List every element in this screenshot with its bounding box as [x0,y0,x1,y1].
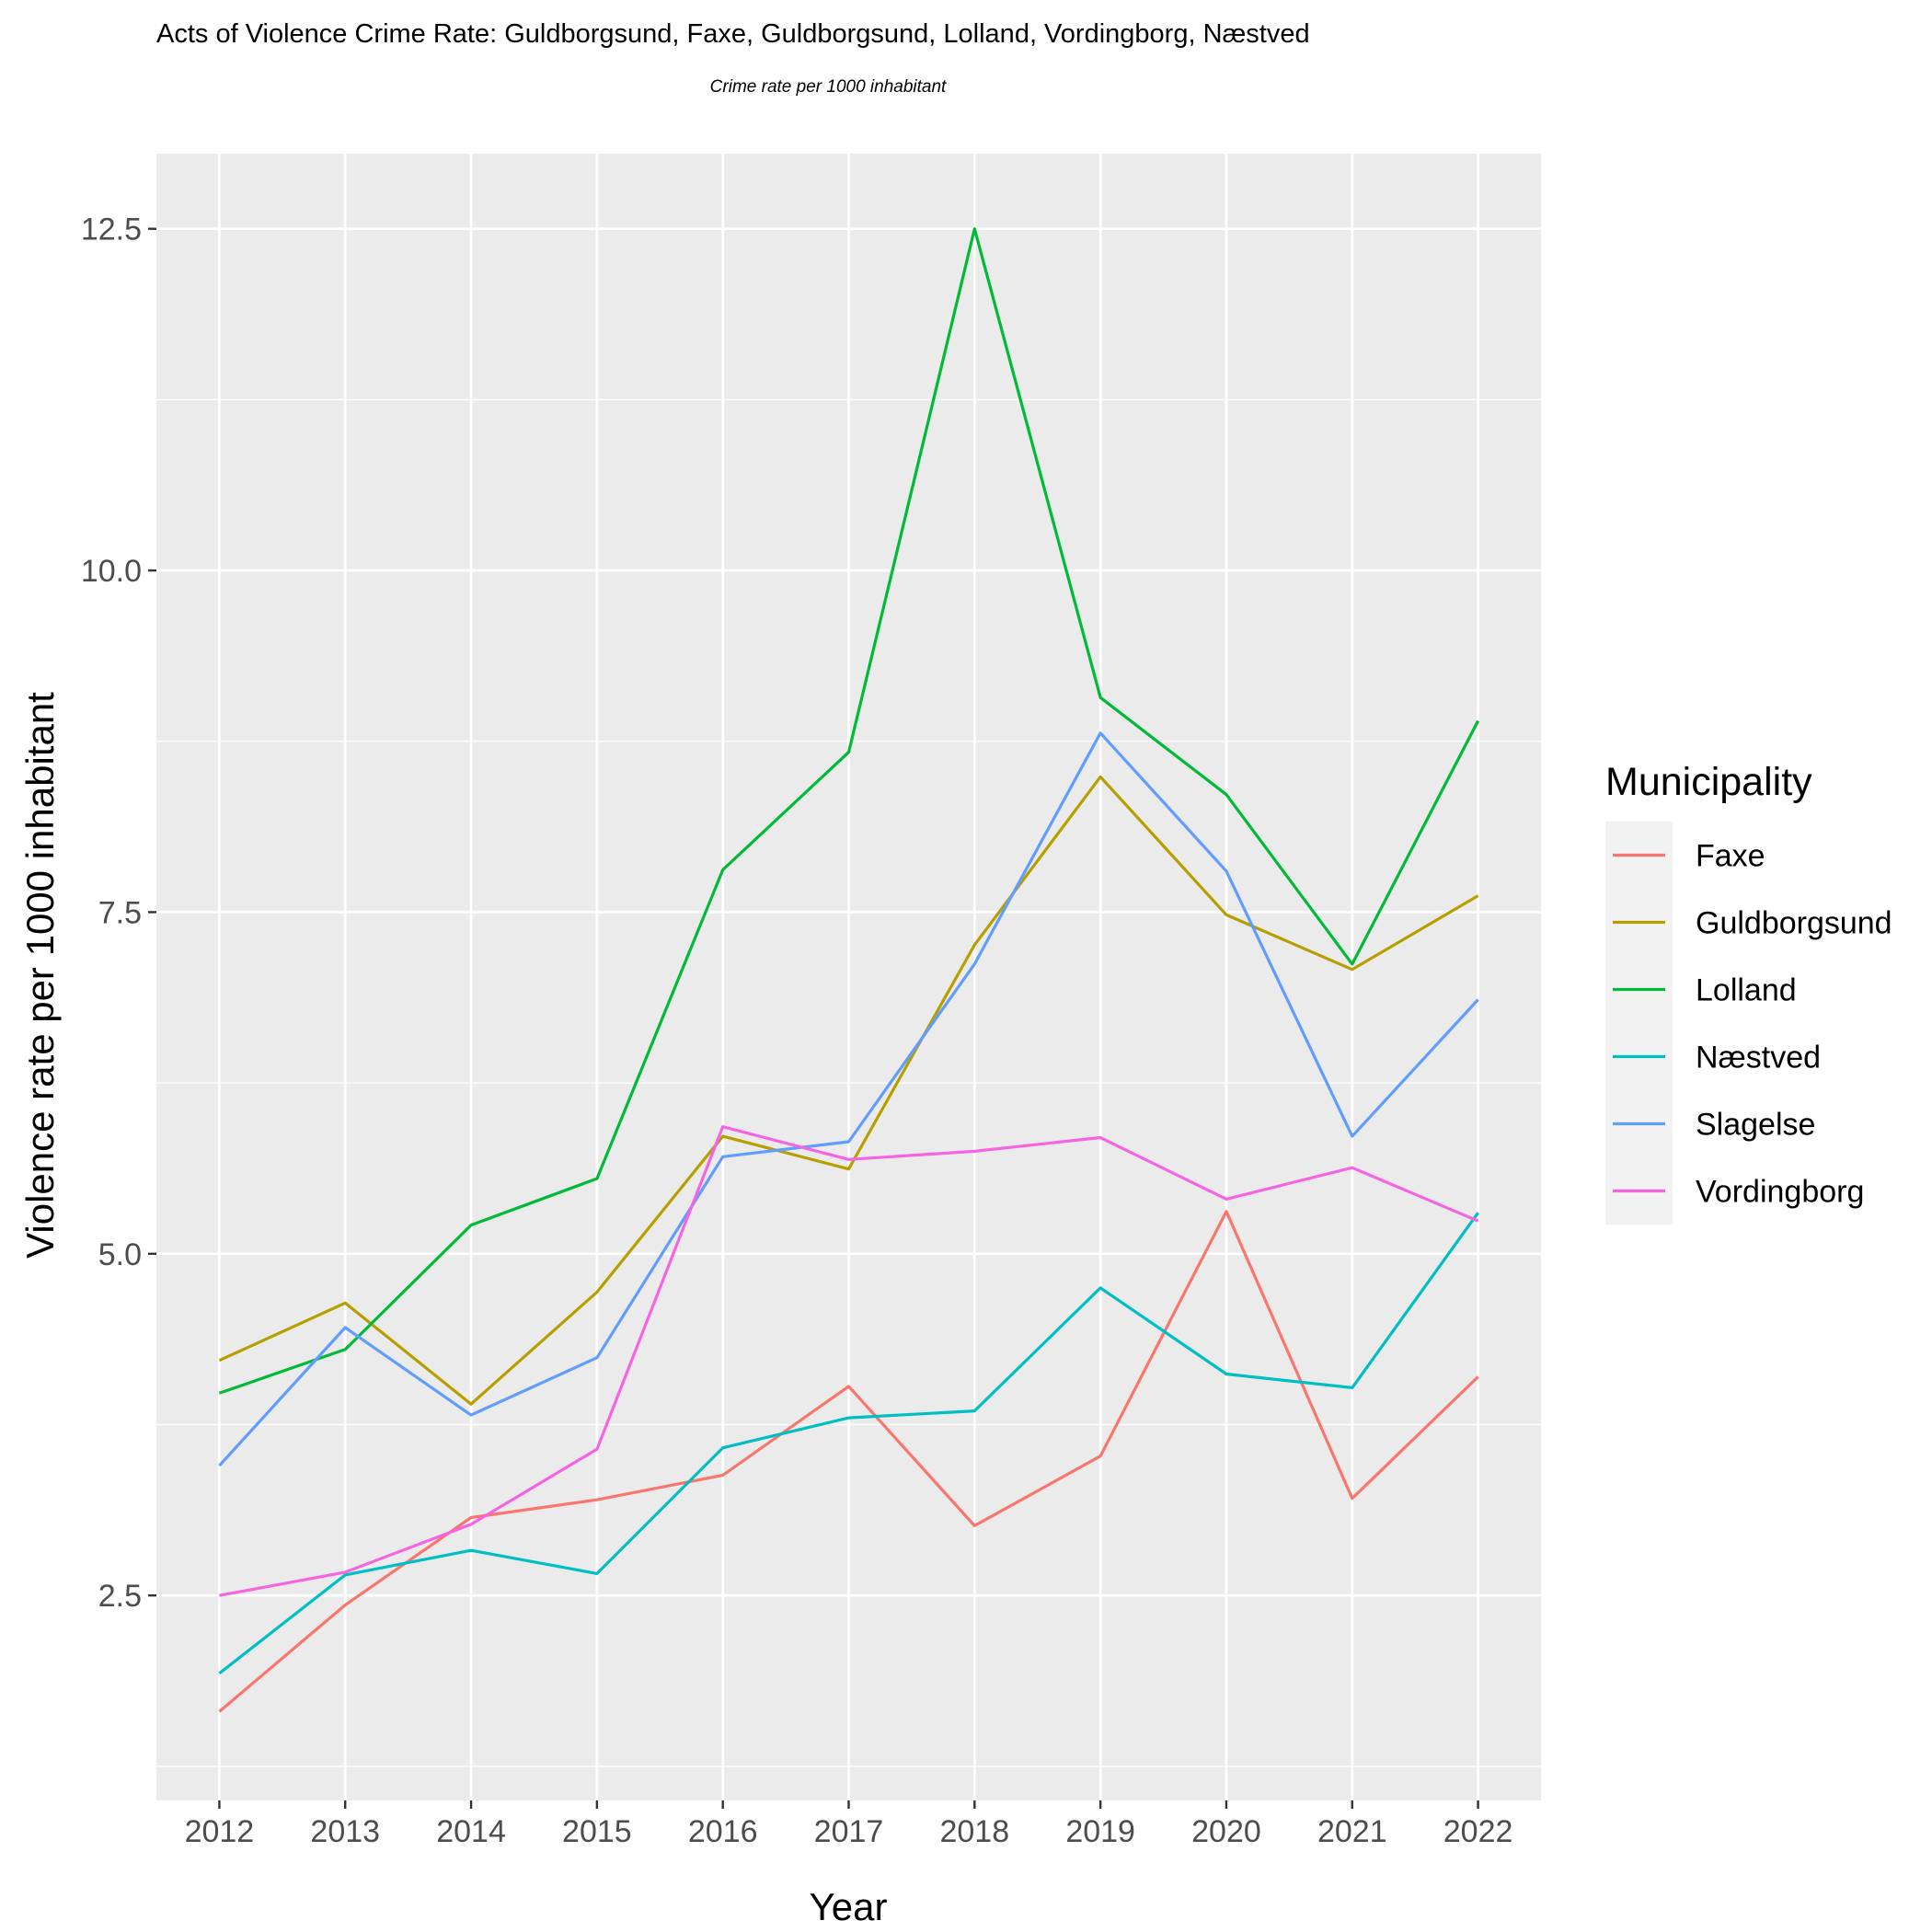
legend-label: Slagelse [1696,1108,1815,1143]
series-line-faxe [218,1210,1479,1713]
legend-label: Lolland [1696,973,1797,1008]
major-gridlines [156,154,1541,1800]
series-line-vordingborg [219,1125,1479,1597]
legend-item-guldborgsund: Guldborgsund [1613,906,1892,941]
x-tick-label: 2015 [562,1814,632,1849]
x-tick-label: 2018 [939,1814,1009,1849]
y-tick-label: 5.0 [98,1237,142,1272]
legend-key-background [1605,822,1673,1225]
legend-label: Næstved [1696,1041,1821,1075]
legend-item-vordingborg: Vordingborg [1613,1175,1864,1210]
legend-item-lolland: Lolland [1613,973,1797,1008]
x-tick-label: 2021 [1317,1814,1387,1849]
y-axis-title: Violence rate per 1000 inhabitant [18,692,62,1259]
x-tick-label: 2014 [436,1814,506,1849]
y-tick-label: 10.0 [81,554,142,589]
series-line-lolland [218,227,1480,1395]
x-tick-label: 2013 [310,1814,380,1849]
x-tick-label: 2022 [1443,1814,1513,1849]
y-axis: 2.5 5.0 7.5 10.0 12.5 [81,213,156,1614]
x-tick-label: 2020 [1191,1814,1261,1849]
y-tick-label: 2.5 [98,1579,142,1614]
legend-title: Municipality [1605,760,1812,804]
series-line-slagelse [218,731,1479,1467]
legend: Municipality Faxe Guldborgsund Lolland Næst… [1605,760,1892,1225]
series-line-n-stved [218,1212,1479,1675]
x-tick-label: 2012 [185,1814,255,1849]
legend-item-faxe: Faxe [1613,839,1765,874]
chart-subtitle: Crime rate per 1000 inhabitant [710,77,947,97]
legend-label: Vordingborg [1696,1175,1864,1210]
series-lines [218,227,1480,1713]
chart-title: Acts of Violence Crime Rate: Guldborgsun… [156,19,1310,49]
legend-item-n-stved: Næstved [1613,1041,1821,1075]
x-tick-label: 2019 [1065,1814,1135,1849]
legend-label: Guldborgsund [1696,906,1892,941]
series-line-guldborgsund [218,775,1479,1406]
y-tick-label: 7.5 [98,895,142,930]
x-tick-label: 2016 [688,1814,758,1849]
legend-item-slagelse: Slagelse [1613,1108,1815,1143]
x-axis-title: Year [810,1885,888,1928]
x-axis: 2012 2013 2014 2015 2016 2017 2018 2019 2020 2021… [185,1800,1513,1849]
legend-label: Faxe [1696,839,1765,874]
y-tick-label: 12.5 [81,213,142,247]
x-tick-label: 2017 [814,1814,884,1849]
